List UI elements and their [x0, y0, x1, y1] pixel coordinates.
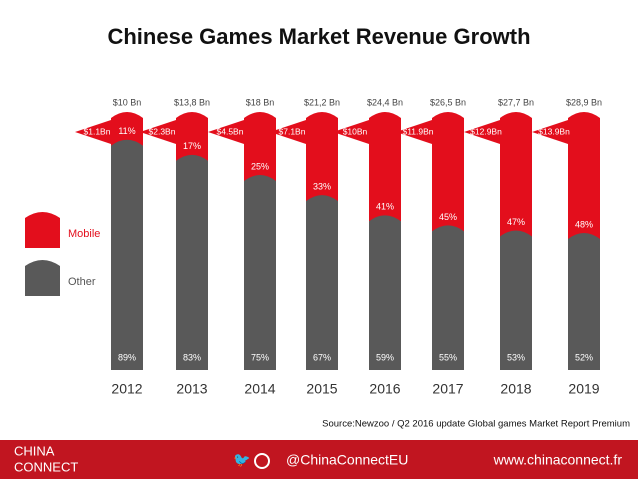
revenue-arrow — [208, 120, 244, 144]
revenue-label: $12.9Bn — [470, 126, 502, 136]
legend-swatch — [25, 260, 60, 296]
x-tick-label: 2012 — [111, 381, 142, 397]
bar-segment — [369, 112, 401, 222]
website[interactable]: www.chinaconnect.fr — [493, 452, 623, 468]
value-label: 89% — [118, 352, 136, 362]
twitter-icon: 🐦 — [233, 452, 250, 468]
x-tick-label: 2018 — [500, 381, 531, 397]
bar-segment — [111, 139, 143, 370]
revenue-label: $2.3Bn — [149, 126, 176, 136]
revenue-arrow — [532, 120, 568, 144]
revenue-label: $10Bn — [343, 126, 368, 136]
weibo-icon — [254, 453, 270, 469]
bar-segment — [111, 112, 143, 146]
x-tick-label: 2014 — [244, 381, 275, 397]
value-label: 45% — [439, 212, 457, 222]
revenue-label: $11.9Bn — [402, 126, 433, 136]
value-label: 11% — [118, 126, 135, 136]
value-label: 25% — [251, 161, 269, 171]
total-label: $21,2 Bn — [304, 97, 340, 107]
revenue-arrow — [270, 120, 306, 144]
value-label: 53% — [507, 352, 525, 362]
value-label: 59% — [376, 352, 394, 362]
legend-label: Mobile — [68, 228, 100, 240]
bar-segment — [244, 112, 276, 181]
bar-segment — [369, 215, 401, 370]
legend-swatch — [25, 212, 60, 248]
footer-band — [0, 440, 638, 479]
bar-segment — [568, 232, 600, 370]
total-label: $13,8 Bn — [174, 97, 210, 107]
x-tick-label: 2017 — [432, 381, 463, 397]
value-label: 67% — [313, 352, 331, 362]
chart-title: Chinese Games Market Revenue Growth — [107, 24, 530, 49]
total-label: $18 Bn — [246, 97, 275, 107]
revenue-arrow — [396, 120, 432, 144]
bar-segment — [500, 230, 532, 370]
bar-segment — [306, 112, 338, 202]
logo-top: CHINA — [14, 443, 55, 458]
revenue-arrow — [333, 120, 369, 144]
logo-bottom: CONNECT — [14, 459, 78, 474]
value-label: 83% — [183, 352, 201, 362]
bar-segment — [244, 175, 276, 370]
value-label: 47% — [507, 217, 525, 227]
revenue-label: $1.1Bn — [84, 126, 111, 136]
value-label: 55% — [439, 352, 457, 362]
value-label: 41% — [376, 202, 394, 212]
revenue-label: $4.5Bn — [217, 126, 244, 136]
total-label: $10 Bn — [113, 97, 142, 107]
handle[interactable]: @ChinaConnectEU — [286, 452, 408, 468]
value-label: 48% — [575, 219, 593, 229]
value-label: 17% — [183, 141, 201, 151]
bar-segment — [568, 112, 600, 239]
legend-label: Other — [68, 276, 96, 288]
bar-segment — [432, 225, 464, 370]
bar-segment — [176, 154, 208, 370]
bar-segment — [432, 112, 464, 232]
value-label: 33% — [313, 182, 331, 192]
total-label: $26,5 Bn — [430, 97, 466, 107]
total-label: $24,4 Bn — [367, 97, 403, 107]
bar-segment — [306, 195, 338, 370]
bar-segment — [176, 112, 208, 161]
x-tick-label: 2015 — [306, 381, 337, 397]
revenue-arrow — [140, 120, 176, 144]
revenue-arrow — [75, 120, 111, 144]
value-label: 75% — [251, 352, 269, 362]
revenue-arrow — [464, 120, 500, 144]
x-tick-label: 2013 — [176, 381, 207, 397]
revenue-label: $13.9Bn — [538, 126, 570, 136]
x-tick-label: 2019 — [568, 381, 599, 397]
value-label: 52% — [575, 352, 593, 362]
source: Source:Newzoo / Q2 2016 update Global ga… — [322, 419, 630, 430]
x-tick-label: 2016 — [369, 381, 400, 397]
total-label: $27,7 Bn — [498, 97, 534, 107]
bar-segment — [500, 112, 532, 237]
revenue-label: $7.1Bn — [279, 126, 306, 136]
total-label: $28,9 Bn — [566, 97, 602, 107]
